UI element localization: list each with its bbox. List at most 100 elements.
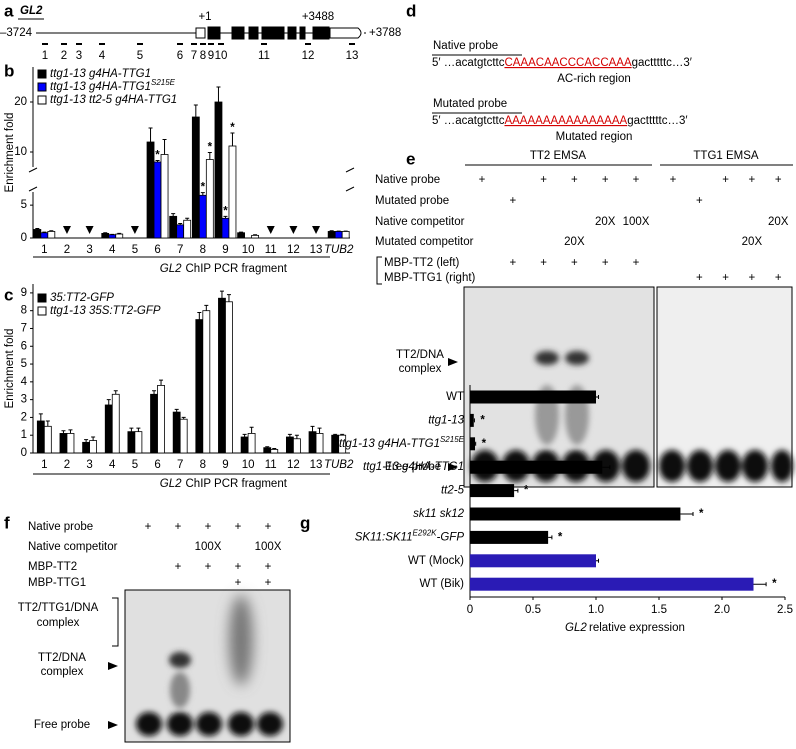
significance-mark: * bbox=[482, 438, 487, 450]
error-bar bbox=[38, 413, 43, 421]
x-tick-label: 7 bbox=[177, 244, 183, 256]
bar bbox=[134, 431, 143, 454]
gel-label: TT2/DNA bbox=[38, 652, 86, 664]
bar bbox=[327, 231, 336, 239]
x-tick-label: 2 bbox=[64, 459, 70, 471]
lane-cell: + bbox=[205, 521, 212, 533]
error-bar bbox=[294, 434, 299, 439]
bar bbox=[82, 441, 91, 454]
x-tick-label: 6 bbox=[154, 459, 160, 471]
arrow bbox=[448, 463, 458, 471]
legend-label: ttg1-13 tt2-5 g4HA-TTG1 bbox=[50, 94, 177, 106]
bar bbox=[240, 436, 249, 454]
bar bbox=[198, 194, 207, 239]
error-bar bbox=[162, 139, 167, 155]
probe-sequence: 5′ …acatgtcttcAAAAAAAAAAAAAAAAgactttttc…… bbox=[432, 115, 688, 127]
error-bar bbox=[216, 86, 221, 102]
utr bbox=[195, 27, 206, 39]
error-bar bbox=[84, 439, 89, 443]
lane-cell: 100X bbox=[195, 541, 222, 553]
not-detected-marker bbox=[312, 226, 321, 234]
error-bar bbox=[310, 425, 315, 432]
bar bbox=[104, 404, 113, 454]
superscript: S215E bbox=[151, 78, 176, 87]
bar bbox=[195, 319, 204, 454]
sequence-flank: 5′ …acatgtcttc bbox=[432, 115, 505, 127]
y-tick-label: 6 bbox=[21, 340, 27, 352]
bar bbox=[36, 420, 45, 454]
x-tick-label: 1.0 bbox=[588, 604, 604, 616]
bar bbox=[169, 215, 178, 239]
text-part: GL2 bbox=[160, 263, 182, 275]
bar bbox=[172, 411, 181, 454]
exon bbox=[248, 26, 259, 40]
bar bbox=[111, 393, 120, 454]
bar bbox=[470, 437, 476, 451]
bar bbox=[160, 154, 169, 239]
band bbox=[715, 450, 741, 482]
lane-cell: + bbox=[633, 174, 640, 186]
error-bar bbox=[207, 152, 212, 160]
band bbox=[742, 450, 768, 482]
x-tick-label: 11 bbox=[265, 244, 277, 256]
x-tick-label: 11 bbox=[265, 459, 277, 471]
panel-label: b bbox=[4, 61, 14, 80]
error-bar bbox=[548, 535, 553, 540]
text-part: ttg1-13 g4HA-TTG1 bbox=[339, 438, 440, 450]
bar bbox=[308, 431, 317, 454]
text-part: WT (Mock) bbox=[408, 555, 464, 567]
row-label: Mutated probe bbox=[375, 195, 449, 207]
coordinate-label: +3488 bbox=[302, 11, 334, 23]
x-axis-label: ChIP PCR fragment bbox=[186, 263, 288, 275]
bar bbox=[33, 229, 42, 239]
row-label: Native competitor bbox=[28, 541, 118, 553]
error-bar bbox=[253, 234, 258, 236]
text-part: WT (Bik) bbox=[419, 578, 464, 590]
bar bbox=[334, 231, 343, 239]
x-tick-label: 10 bbox=[242, 459, 255, 471]
category-label: WT (Mock) bbox=[408, 555, 464, 567]
lane-cell: + bbox=[509, 195, 516, 207]
bar bbox=[183, 219, 192, 239]
fragment-label: 4 bbox=[99, 50, 106, 62]
x-tick-label: 4 bbox=[109, 459, 116, 471]
legend-swatch bbox=[37, 95, 47, 105]
bar bbox=[153, 161, 162, 239]
lane-cell: + bbox=[696, 195, 703, 207]
gel-label: Free probe bbox=[34, 719, 90, 731]
legend-swatch bbox=[37, 82, 47, 92]
error-bar bbox=[61, 430, 66, 434]
x-tick-label: 1.5 bbox=[651, 604, 667, 616]
fragment-label: 9 bbox=[208, 50, 214, 62]
bracket bbox=[112, 597, 119, 647]
error-bar bbox=[152, 390, 157, 395]
bar bbox=[108, 234, 117, 239]
group-title: TT2 EMSA bbox=[530, 150, 587, 162]
error-bar bbox=[239, 231, 244, 233]
bar bbox=[341, 231, 350, 239]
band bbox=[535, 351, 559, 365]
significance-mark: * bbox=[230, 122, 235, 134]
utr bbox=[329, 27, 362, 39]
error-bar bbox=[174, 408, 179, 413]
exon bbox=[312, 26, 330, 40]
error-bar bbox=[117, 232, 122, 235]
error-bar bbox=[129, 427, 134, 432]
lane-cell: + bbox=[602, 174, 609, 186]
x-tick-label: TUB2 bbox=[324, 459, 354, 471]
fragment-label: 3 bbox=[76, 50, 82, 62]
x-tick-label: 1 bbox=[41, 244, 47, 256]
bar bbox=[214, 101, 223, 239]
fragment-label: 2 bbox=[61, 50, 67, 62]
bar bbox=[270, 449, 279, 454]
lane-cell: 100X bbox=[623, 216, 650, 228]
bar bbox=[228, 145, 237, 239]
superscript: S215E bbox=[440, 434, 465, 443]
bar bbox=[470, 530, 549, 544]
band bbox=[565, 351, 589, 365]
error-bar bbox=[181, 416, 186, 420]
text-part: ttg1-13 g4HA-TTG1 bbox=[363, 461, 464, 473]
lane-cell: + bbox=[633, 257, 640, 269]
lane-cell: + bbox=[235, 521, 242, 533]
